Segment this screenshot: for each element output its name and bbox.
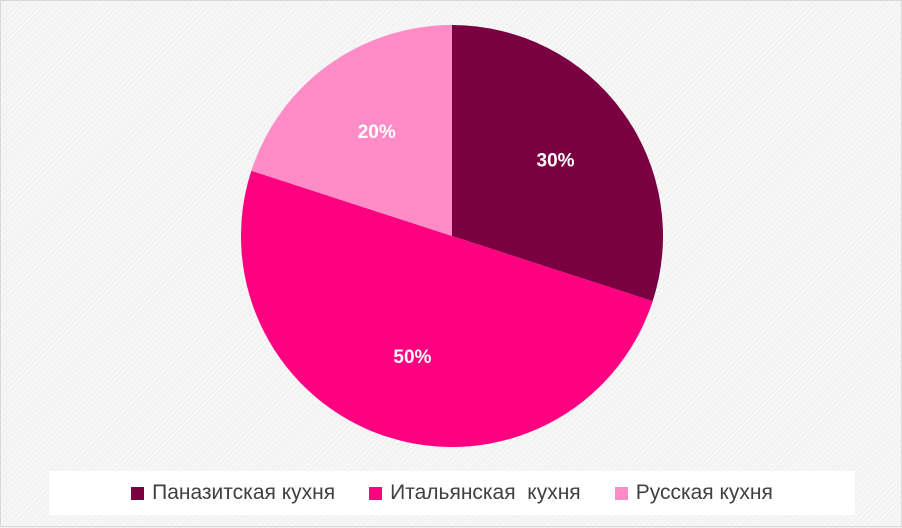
pie-slice-2 — [241, 170, 653, 447]
legend-swatch — [369, 486, 383, 500]
legend-label: Паназитская кухня — [152, 481, 336, 504]
pie-slice-1 — [452, 25, 663, 302]
legend-label: Русская кухня — [635, 481, 773, 504]
pie-slices — [241, 25, 663, 447]
legend-item-2: Итальянская кухня — [369, 481, 581, 505]
legend-item-1: Паназитская кухня — [131, 481, 335, 505]
legend-label: Итальянская кухня — [390, 481, 581, 504]
data-label-2: 50% — [393, 347, 431, 368]
legend-item-3: Русская кухня — [614, 481, 773, 505]
pie-slice-3 — [251, 25, 452, 236]
legend-swatch — [614, 486, 628, 500]
legend-swatch — [131, 486, 145, 500]
data-label-3: 20% — [358, 122, 396, 143]
data-label-1: 30% — [537, 150, 575, 171]
pie-data-labels: 30% 50% 20% — [358, 122, 575, 368]
legend: Паназитская кухня Итальянская кухня Русска… — [49, 471, 855, 515]
